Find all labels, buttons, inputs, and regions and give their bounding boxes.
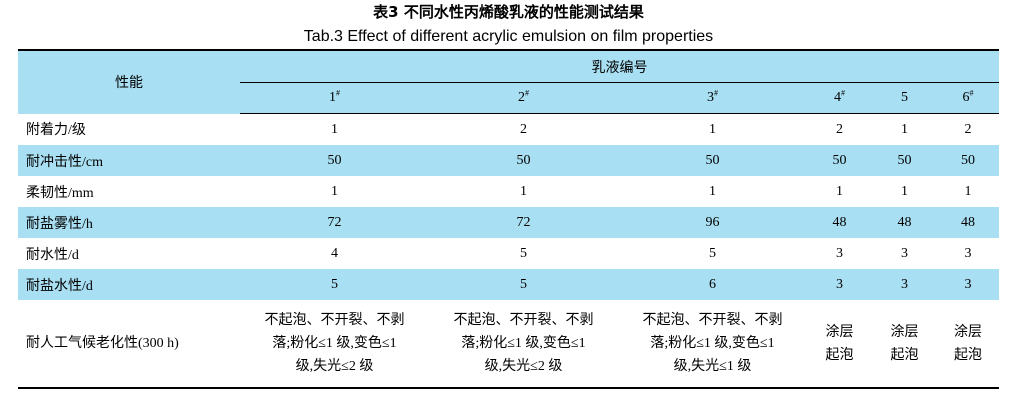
table-title-chinese: 表3 不同水性丙烯酸乳液的性能测试结果 bbox=[373, 3, 644, 21]
header-row-numbers: 1# 2# 3# 4# 5 6# bbox=[18, 82, 1000, 114]
table-row-salt-spray: 耐盐雾性/h 72 72 96 48 48 48 bbox=[18, 207, 1000, 238]
table-cell: 3 bbox=[872, 269, 937, 300]
table-cell: 3 bbox=[901, 245, 908, 261]
table-title-english: Tab.3 Effect of different acrylic emulsi… bbox=[303, 28, 714, 45]
table-row-impact-resistance: 耐冲击性/cm 50 50 50 50 50 50 bbox=[18, 145, 1000, 176]
table-cell: 不起泡、不开裂、不剥 落;粉化≤1 级,变色≤1 级,失光≤1 级 bbox=[618, 300, 807, 389]
table-cell: 5 bbox=[520, 245, 527, 261]
table-cell: 5 bbox=[429, 269, 618, 300]
table-cell: 96 bbox=[618, 207, 807, 238]
table-cell: 1 bbox=[709, 121, 716, 137]
table-cell: 50 bbox=[937, 145, 1000, 176]
table-cell: 4 bbox=[331, 245, 338, 261]
table-cell: 不起泡、不开裂、不剥 落;粉化≤1 级,变色≤1 级,失光≤2 级 bbox=[429, 300, 618, 389]
cell-text: 涂层 起泡 bbox=[954, 324, 983, 363]
table-cell: 不起泡、不开裂、不剥 落;粉化≤1 级,变色≤1 级,失光≤2 级 bbox=[240, 300, 429, 389]
header-row-group: 性能 乳液编号 bbox=[18, 49, 1000, 114]
table-row-saltwater-resistance: 耐盐水性/d 5 5 6 3 3 3 bbox=[18, 269, 1000, 300]
table-row-weathering: 耐人工气候老化性(300 h) 不起泡、不开裂、不剥 落;粉化≤1 级,变色≤1… bbox=[18, 300, 1000, 389]
table-cell: 48 bbox=[872, 207, 937, 238]
table-cell: 5 bbox=[240, 269, 429, 300]
emulsion-1-header: 1# bbox=[240, 82, 429, 114]
table-cell: 3 bbox=[836, 245, 843, 261]
table-cell: 50 bbox=[429, 145, 618, 176]
emulsion-4-header: 4# bbox=[807, 82, 872, 114]
cell-text: 不起泡、不开裂、不剥 落;粉化≤1 级,变色≤1 级,失光≤1 级 bbox=[642, 313, 783, 374]
property-column-header: 性能 bbox=[18, 49, 240, 114]
row-label: 耐盐水性/d bbox=[18, 269, 240, 300]
table-cell: 48 bbox=[937, 207, 1000, 238]
table-cell: 3 bbox=[937, 269, 1000, 300]
row-label: 附着力/级 bbox=[26, 123, 86, 139]
table-figure: 表3 不同水性丙烯酸乳液的性能测试结果 Tab.3 Effect of diff… bbox=[18, 0, 1000, 389]
table-cell: 50 bbox=[872, 145, 937, 176]
emulsion-5-header: 5 bbox=[872, 82, 937, 114]
table-row-flexibility: 柔韧性/mm 1 1 1 1 1 1 bbox=[18, 176, 999, 207]
properties-table: 性能 乳液编号 1# 2# 3# 4# 5 6# 附着力/级 1 2 1 2 1… bbox=[18, 49, 1000, 389]
table-cell: 1 bbox=[331, 121, 338, 137]
row-label: 耐盐雾性/h bbox=[18, 207, 240, 238]
emulsion-2-header: 2# bbox=[429, 82, 618, 114]
emulsion-number-header: 乳液编号 bbox=[240, 49, 1000, 83]
row-label: 耐水性/d bbox=[26, 247, 79, 263]
cell-text: 涂层 起泡 bbox=[825, 324, 854, 363]
table-cell: 涂层 起泡 bbox=[937, 300, 1000, 389]
cell-text: 不起泡、不开裂、不剥 落;粉化≤1 级,变色≤1 级,失光≤2 级 bbox=[264, 313, 405, 374]
table-row-water-resistance: 耐水性/d 4 5 5 3 3 3 bbox=[18, 238, 999, 269]
table-cell: 50 bbox=[618, 145, 807, 176]
table-cell: 3 bbox=[964, 245, 972, 261]
table-cell: 2 bbox=[836, 121, 843, 137]
row-label: 耐冲击性/cm bbox=[18, 145, 240, 176]
table-cell: 涂层 起泡 bbox=[807, 300, 872, 389]
table-cell: 50 bbox=[240, 145, 429, 176]
table-cell: 3 bbox=[807, 269, 872, 300]
table-cell: 72 bbox=[429, 207, 618, 238]
table-cell: 2 bbox=[520, 121, 527, 137]
table-cell: 48 bbox=[807, 207, 872, 238]
table-cell: 涂层 起泡 bbox=[872, 300, 937, 389]
table-cell: 6 bbox=[618, 269, 807, 300]
row-label: 耐人工气候老化性(300 h) bbox=[18, 300, 240, 389]
table-cell: 1 bbox=[331, 183, 338, 199]
table-cell: 1 bbox=[520, 183, 527, 199]
table-cell: 1 bbox=[901, 183, 908, 199]
emulsion-3-header: 3# bbox=[618, 82, 807, 114]
table-cell: 50 bbox=[807, 145, 872, 176]
table-cell: 1 bbox=[836, 183, 843, 199]
table-cell: 1 bbox=[901, 121, 908, 137]
table-cell: 1 bbox=[964, 183, 972, 199]
cell-text: 不起泡、不开裂、不剥 落;粉化≤1 级,变色≤1 级,失光≤2 级 bbox=[453, 313, 594, 374]
table-cell: 72 bbox=[240, 207, 429, 238]
table-cell: 1 bbox=[709, 183, 716, 199]
row-label: 柔韧性/mm bbox=[26, 185, 94, 201]
table-row-adhesion: 附着力/级 1 2 1 2 1 2 bbox=[18, 114, 999, 146]
table-cell: 5 bbox=[709, 245, 716, 261]
emulsion-6-header: 6# bbox=[937, 82, 1000, 114]
table-cell: 2 bbox=[964, 121, 972, 137]
cell-text: 涂层 起泡 bbox=[890, 324, 919, 363]
